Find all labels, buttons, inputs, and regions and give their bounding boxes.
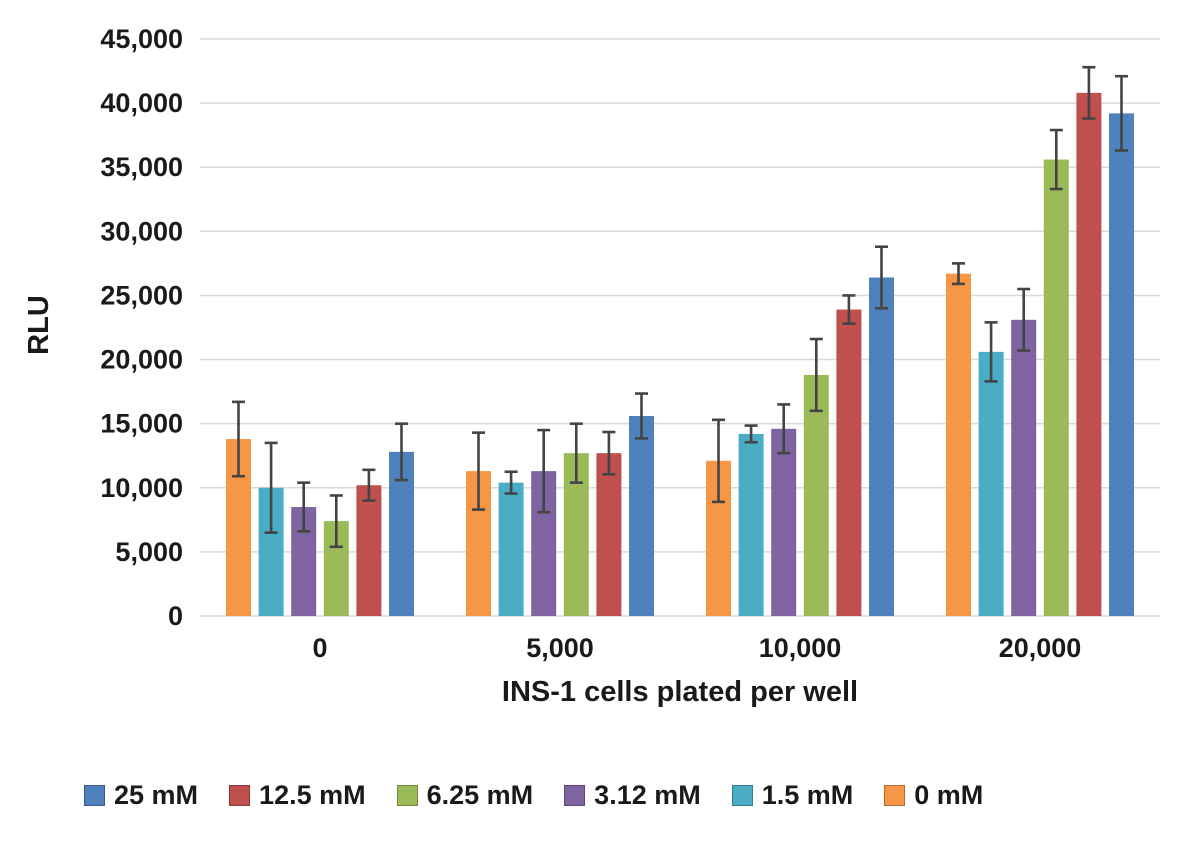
legend-item: 12.5 mM [229, 779, 366, 810]
bar-1.5mM [498, 482, 524, 616]
legend-swatch-icon [884, 784, 906, 806]
y-tick-label: 35,000 [100, 152, 183, 182]
y-axis-title: RLU [23, 295, 55, 355]
bar-3.12mM [771, 428, 797, 616]
x-tick-label: 5,000 [526, 633, 594, 663]
legend-swatch-icon [564, 784, 586, 806]
legend-swatch-icon [731, 784, 753, 806]
legend-swatch-icon [229, 784, 251, 806]
x-tick-label: 10,000 [759, 633, 842, 663]
x-tick-label: 20,000 [999, 633, 1082, 663]
legend-label: 3.12 mM [594, 779, 701, 810]
bar-3.12mM [1011, 319, 1037, 616]
legend-label: 25 mM [114, 779, 199, 810]
bar-1.5mM [978, 351, 1004, 616]
bar-6.25mM [1043, 159, 1069, 617]
y-tick-label: 5,000 [115, 537, 183, 567]
legend-label: 12.5 mM [259, 779, 366, 810]
x-axis-title: INS-1 cells plated per well [502, 676, 858, 708]
legend-label: 6.25 mM [426, 779, 534, 810]
legend-swatch-icon [396, 784, 418, 806]
y-tick-label: 40,000 [100, 88, 183, 118]
legend-label: 0 mM [914, 779, 984, 810]
x-tick-label: 0 [312, 633, 327, 663]
legend-label: 1.5 mM [761, 779, 854, 810]
y-axis-tick-labels: 0 5,000 10,000 15,000 20,000 25,000 30,000 35,0… [100, 24, 183, 631]
bar-12.5mM [836, 309, 862, 616]
bar-25mM [1109, 113, 1134, 616]
legend-item: 25 mM [84, 779, 199, 810]
y-tick-label: 0 [168, 601, 183, 631]
y-tick-label: 20,000 [100, 345, 183, 375]
legend-swatch-icon [84, 784, 105, 806]
bar-25mM [869, 277, 894, 616]
bar-series [226, 92, 1134, 617]
y-tick-label: 25,000 [100, 280, 183, 310]
bar-25mM [629, 415, 654, 616]
bar-12.5mM [1076, 92, 1102, 616]
legend-item: 6.25 mM [396, 779, 534, 810]
legend-item: 0 mM [884, 779, 984, 810]
bar-1.5mM [738, 433, 764, 616]
legend-item: 3.12 mM [564, 779, 701, 810]
error-bars [232, 65, 1128, 549]
y-tick-label: 45,000 [100, 24, 183, 54]
legend: 25 mM 12.5 mM 6.25 mM 3.12 mM 1.5 mM 0 mM [0, 770, 1200, 820]
bar-12.5mM [356, 485, 382, 616]
y-tick-label: 10,000 [100, 473, 183, 503]
x-axis-tick-labels: 0 5,000 10,000 20,000 [312, 633, 1081, 663]
bar-12.5mM [596, 453, 622, 616]
y-tick-label: 30,000 [100, 216, 183, 246]
bar-6.25mM [803, 374, 829, 616]
legend-item: 1.5 mM [731, 779, 854, 810]
y-tick-label: 15,000 [100, 409, 183, 439]
bar-0mM [946, 273, 971, 616]
